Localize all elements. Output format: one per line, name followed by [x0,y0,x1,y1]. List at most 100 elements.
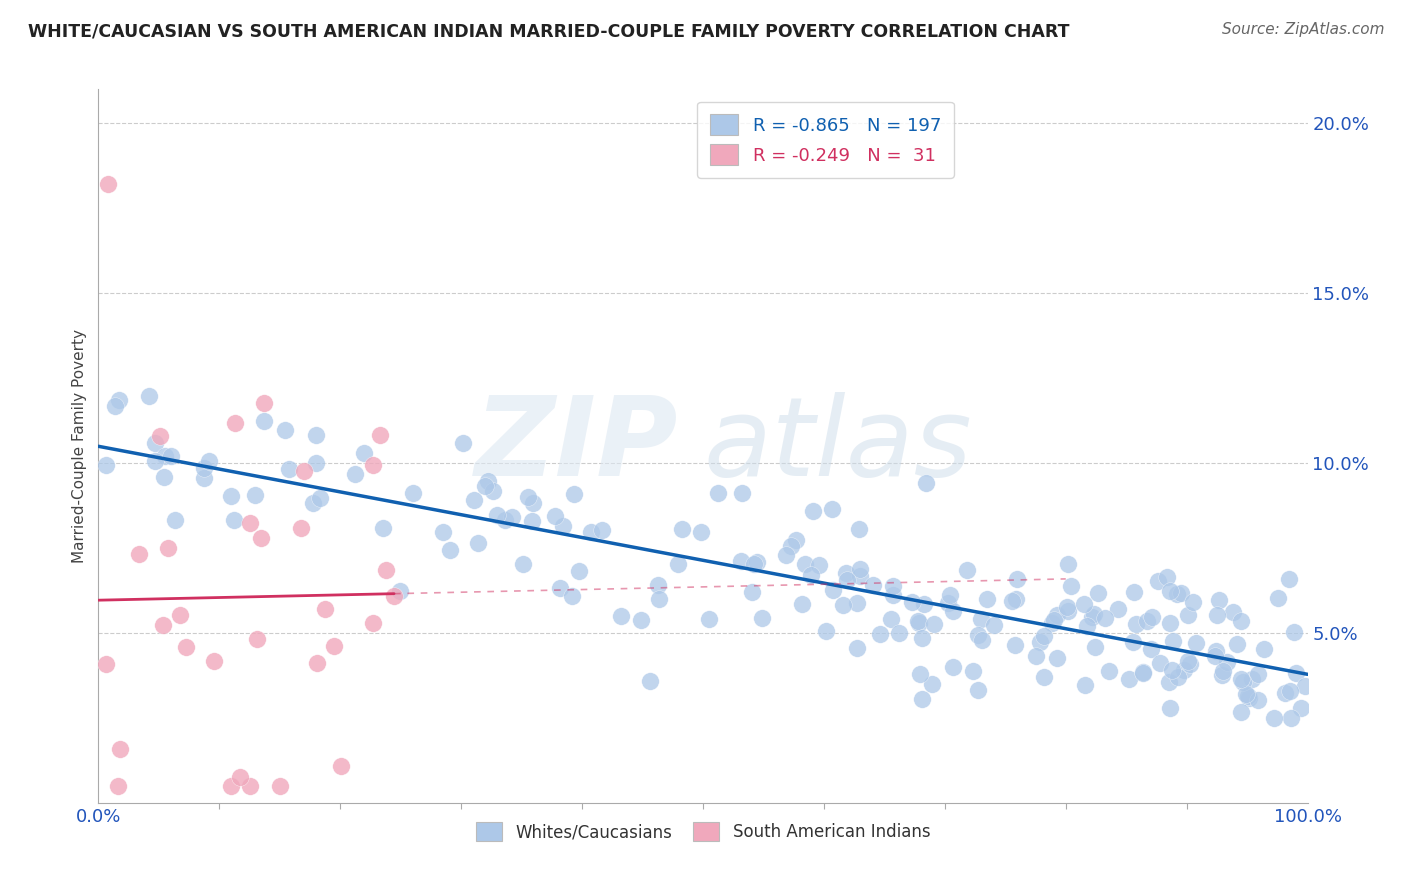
Point [485,508,508,522]
Point [1136,614,1159,628]
Point [1001,594,1024,608]
Point [149,428,172,442]
Point [1289,700,1312,714]
Point [363,458,385,473]
Point [835,566,858,581]
Point [671,523,693,537]
Point [152,617,174,632]
Point [246,632,269,646]
Point [253,414,276,428]
Point [1204,648,1226,663]
Point [1094,611,1116,625]
Point [1167,669,1189,683]
Point [1185,636,1208,650]
Point [1237,691,1260,706]
Point [1073,598,1095,612]
Point [610,608,633,623]
Point [1285,665,1308,680]
Point [882,579,904,593]
Point [1159,700,1181,714]
Point [1211,667,1233,681]
Point [361,615,384,630]
Point [482,483,505,498]
Point [849,562,872,576]
Point [522,496,544,510]
Point [561,589,583,603]
Point [1057,557,1080,571]
Point [548,581,571,595]
Point [224,417,246,431]
Point [1057,604,1080,618]
Point [239,516,262,531]
Point [1033,670,1056,684]
Point [1253,642,1275,657]
Point [477,475,499,489]
Point [1177,655,1199,669]
Point [169,607,191,622]
Point [290,521,312,535]
Point [1263,711,1285,725]
Point [1122,584,1144,599]
Point [1234,687,1257,701]
Point [1118,672,1140,686]
Point [1140,642,1163,657]
Point [353,446,375,460]
Point [1098,664,1121,678]
Point [942,660,965,674]
Point [915,475,938,490]
Point [967,628,990,642]
Point [939,588,962,602]
Point [451,436,474,450]
Point [94,458,117,473]
Point [374,563,396,577]
Point [373,520,395,534]
Point [970,633,993,648]
Point [775,549,797,563]
Point [1247,693,1270,707]
Point [1230,705,1253,719]
Point [966,682,988,697]
Point [562,487,585,501]
Point [744,558,766,572]
Point [238,779,260,793]
Point [1149,656,1171,670]
Point [910,632,932,646]
Point [591,523,613,537]
Point [229,770,252,784]
Point [1081,610,1104,624]
Point [1237,689,1260,703]
Point [160,449,183,463]
Point [274,423,297,437]
Point [1173,663,1195,677]
Point [1274,686,1296,700]
Point [970,612,993,626]
Point [808,558,831,572]
Point [648,592,671,607]
Point [751,611,773,625]
Point [1240,673,1263,687]
Point [389,584,412,599]
Point [1107,602,1129,616]
Point [330,759,353,773]
Point [1122,634,1144,648]
Point [1159,615,1181,630]
Point [921,676,943,690]
Point [323,639,346,653]
Point [647,577,669,591]
Point [862,577,884,591]
Point [1222,605,1244,619]
Point [221,489,243,503]
Point [579,524,602,539]
Point [522,514,544,528]
Point [780,539,803,553]
Point [97,178,120,192]
Point [143,436,166,450]
Point [153,449,176,463]
Point [1161,633,1184,648]
Point [104,399,127,413]
Point [962,664,984,678]
Point [837,574,859,588]
Point [544,509,567,524]
Point [699,611,721,625]
Point [1279,711,1302,725]
